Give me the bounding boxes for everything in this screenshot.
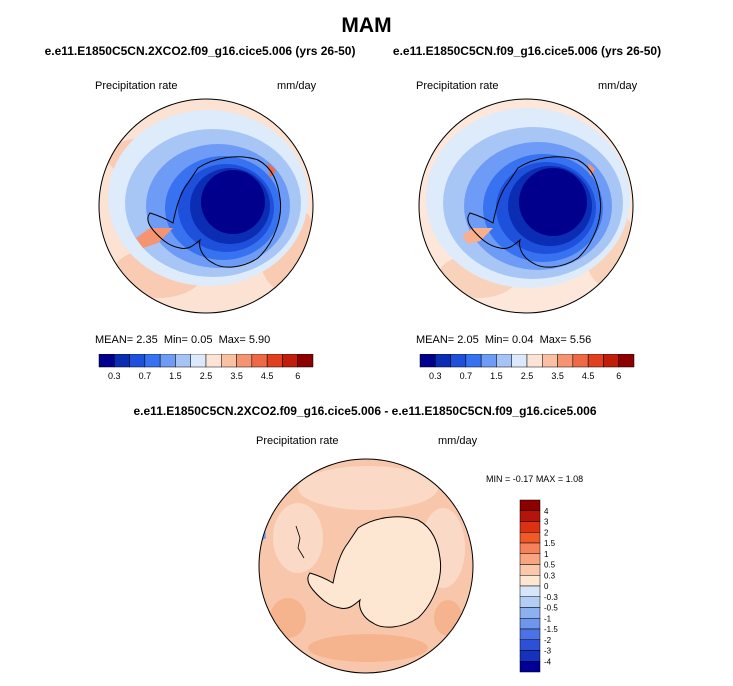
diff-colorbar-swatch xyxy=(519,532,541,544)
diff-colorbar-tick-label: -0.5 xyxy=(544,604,558,613)
diff-colorbar-tick-label: -1 xyxy=(544,614,552,623)
panel-1-colorbar-tick-label: 4.5 xyxy=(261,371,274,381)
panel-1-colorbar-tick-label: 0.7 xyxy=(139,371,152,381)
diff-colorbar-tick-label: -2 xyxy=(544,636,552,645)
diff-panel-colorbar: 4 32 1.5 1 0.50.3 0 -0.3 -0.5-1 -1.5 -2 -3-4 xyxy=(519,499,558,673)
diff-colorbar-tick-label: 0.5 xyxy=(544,561,556,570)
diff-colorbar-swatch xyxy=(519,553,541,565)
panel-1-title: e.e11.E1850C5CN.2XCO2.f09_g16.cice5.006 … xyxy=(44,44,356,58)
diff-panel-title: e.e11.E1850C5CN.2XCO2.f09_g16.cice5.006 … xyxy=(133,404,597,418)
panel-1-map xyxy=(98,98,314,314)
diff-colorbar-swatch xyxy=(519,639,541,651)
panel-2-colorbar-swatch xyxy=(526,354,543,368)
diff-colorbar-tick-label: -3 xyxy=(544,647,552,656)
panel-1-stats: MEAN= 2.35 Min= 0.05 Max= 5.90 xyxy=(95,334,271,346)
main-title: MAM xyxy=(341,14,392,37)
panel-2-colorbar-tick-label: 4.5 xyxy=(582,371,595,381)
diff-panel-variable: Precipitation rate xyxy=(256,435,339,447)
diff-colorbar-swatch xyxy=(519,542,541,554)
diff-colorbar-swatch xyxy=(519,499,541,511)
panel-2-colorbar-swatch xyxy=(511,354,528,368)
diff-panel-map xyxy=(258,458,474,674)
panel-2-colorbar-swatch xyxy=(542,354,558,368)
panel-1-colorbar-tick-label: 3.5 xyxy=(230,371,243,381)
panel-2-colorbar-swatch xyxy=(496,354,512,368)
panel-1-colorbar-tick-label: 0.3 xyxy=(108,371,121,381)
panel-1-colorbar-swatch xyxy=(190,354,207,368)
diff-colorbar-swatch xyxy=(519,510,541,522)
diff-colorbar-tick-label: -0.3 xyxy=(544,593,558,602)
panel-2-colorbar-swatch xyxy=(435,354,451,368)
diff-panel-units: mm/day xyxy=(438,435,478,447)
panel-1-colorbar-swatch xyxy=(129,354,146,368)
panel-1-variable: Precipitation rate xyxy=(95,80,178,92)
diff-colorbar-swatch xyxy=(519,650,541,662)
panel-2-units: mm/day xyxy=(598,80,638,92)
panel-2-colorbar-swatch xyxy=(618,354,635,368)
panel-1-colorbar-swatch xyxy=(98,354,115,368)
panel-1-colorbar-swatch xyxy=(297,354,314,368)
panel-2-colorbar: 0.30.71.52.53.54.568 xyxy=(419,354,635,381)
panel-1-colorbar-swatch xyxy=(266,354,283,368)
panel-2-map xyxy=(418,98,634,314)
panel-2-colorbar-tick-label: 0.3 xyxy=(429,371,442,381)
diff-colorbar-swatch xyxy=(519,596,541,608)
panel-2-colorbar-swatch xyxy=(587,354,604,368)
panel-2-stats: MEAN= 2.05 Min= 0.04 Max= 5.56 xyxy=(416,334,592,346)
panel-1-colorbar-tick-label: 2.5 xyxy=(200,371,213,381)
diff-colorbar-swatch xyxy=(519,564,541,576)
panel-2-title: e.e11.E1850C5CN.f09_g16.cice5.006 (yrs 2… xyxy=(392,44,662,58)
panel-2-colorbar-swatch xyxy=(419,354,436,368)
panel-2-colorbar-swatch xyxy=(450,354,467,368)
panel-1-colorbar-tick-label: 6 xyxy=(295,371,300,381)
panel-2-colorbar-tick-label: 1.5 xyxy=(490,371,503,381)
diff-colorbar-tick-label: 2 xyxy=(544,528,549,537)
panel-1-colorbar-swatch xyxy=(159,354,176,368)
panel-2-colorbar-tick-label: 2.5 xyxy=(521,371,534,381)
panel-2-colorbar-tick-label: 0.7 xyxy=(460,371,473,381)
diff-colorbar-swatch xyxy=(519,618,541,630)
panel-1-colorbar-swatch xyxy=(251,354,268,368)
diff-colorbar-tick-label: 3 xyxy=(544,518,549,527)
panel-2-colorbar-swatch xyxy=(572,354,589,368)
panel-1-colorbar-swatch xyxy=(205,354,222,368)
diff-colorbar-swatch xyxy=(519,607,541,619)
diff-colorbar-tick-label: -1.5 xyxy=(544,625,558,634)
panel-2-colorbar-swatch xyxy=(603,354,619,368)
panel-2-variable: Precipitation rate xyxy=(416,80,499,92)
diff-colorbar-tick-label: 0.3 xyxy=(544,571,556,580)
diff-colorbar-tick-label: 0 xyxy=(544,582,549,591)
panel-2-colorbar-tick-label: 3.5 xyxy=(551,371,564,381)
panel-1-colorbar-swatch xyxy=(114,354,130,368)
diff-colorbar-swatch xyxy=(519,521,541,533)
panel-1-units: mm/day xyxy=(277,80,317,92)
panel-2-colorbar-swatch xyxy=(480,354,497,368)
panel-1-colorbar: 0.30.71.52.53.54.568 xyxy=(98,354,314,381)
panel-2-colorbar-swatch xyxy=(557,354,574,368)
diff-colorbar-swatch xyxy=(519,661,541,673)
diff-colorbar-tick-label: 1.5 xyxy=(544,539,556,548)
diff-colorbar-swatch xyxy=(519,628,541,640)
panel-1-colorbar-swatch xyxy=(221,354,237,368)
diff-colorbar-tick-label: 4 xyxy=(544,507,549,516)
panel-1-colorbar-swatch xyxy=(175,354,191,368)
diff-colorbar-tick-label: -4 xyxy=(544,657,552,666)
panel-2-colorbar-tick-label: 6 xyxy=(616,371,621,381)
panel-2-colorbar-swatch xyxy=(465,354,482,368)
panel-1-colorbar-swatch xyxy=(144,354,161,368)
diff-panel-stats: MIN = -0.17 MAX = 1.08 xyxy=(486,474,584,484)
diff-colorbar-tick-label: 1 xyxy=(544,550,549,559)
diff-colorbar-swatch xyxy=(519,575,541,587)
panel-1-colorbar-tick-label: 1.5 xyxy=(169,371,182,381)
diff-colorbar-swatch xyxy=(519,585,541,597)
panel-1-colorbar-swatch xyxy=(236,354,253,368)
panel-1-colorbar-swatch xyxy=(282,354,298,368)
